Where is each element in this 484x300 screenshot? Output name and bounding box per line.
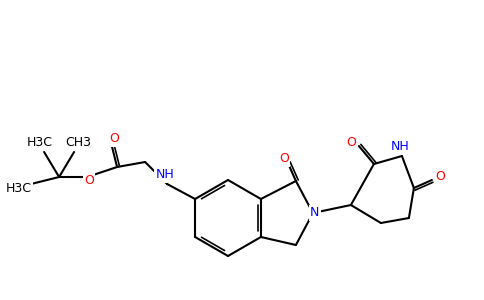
Text: N: N — [310, 206, 319, 220]
Text: O: O — [279, 152, 289, 166]
Text: NH: NH — [391, 140, 409, 154]
Text: O: O — [435, 169, 445, 182]
Text: O: O — [346, 136, 356, 148]
Text: O: O — [109, 133, 119, 146]
Text: O: O — [84, 175, 94, 188]
Text: H3C: H3C — [27, 136, 53, 149]
Text: NH: NH — [156, 169, 174, 182]
Text: H3C: H3C — [6, 182, 32, 196]
Text: CH3: CH3 — [65, 136, 91, 149]
